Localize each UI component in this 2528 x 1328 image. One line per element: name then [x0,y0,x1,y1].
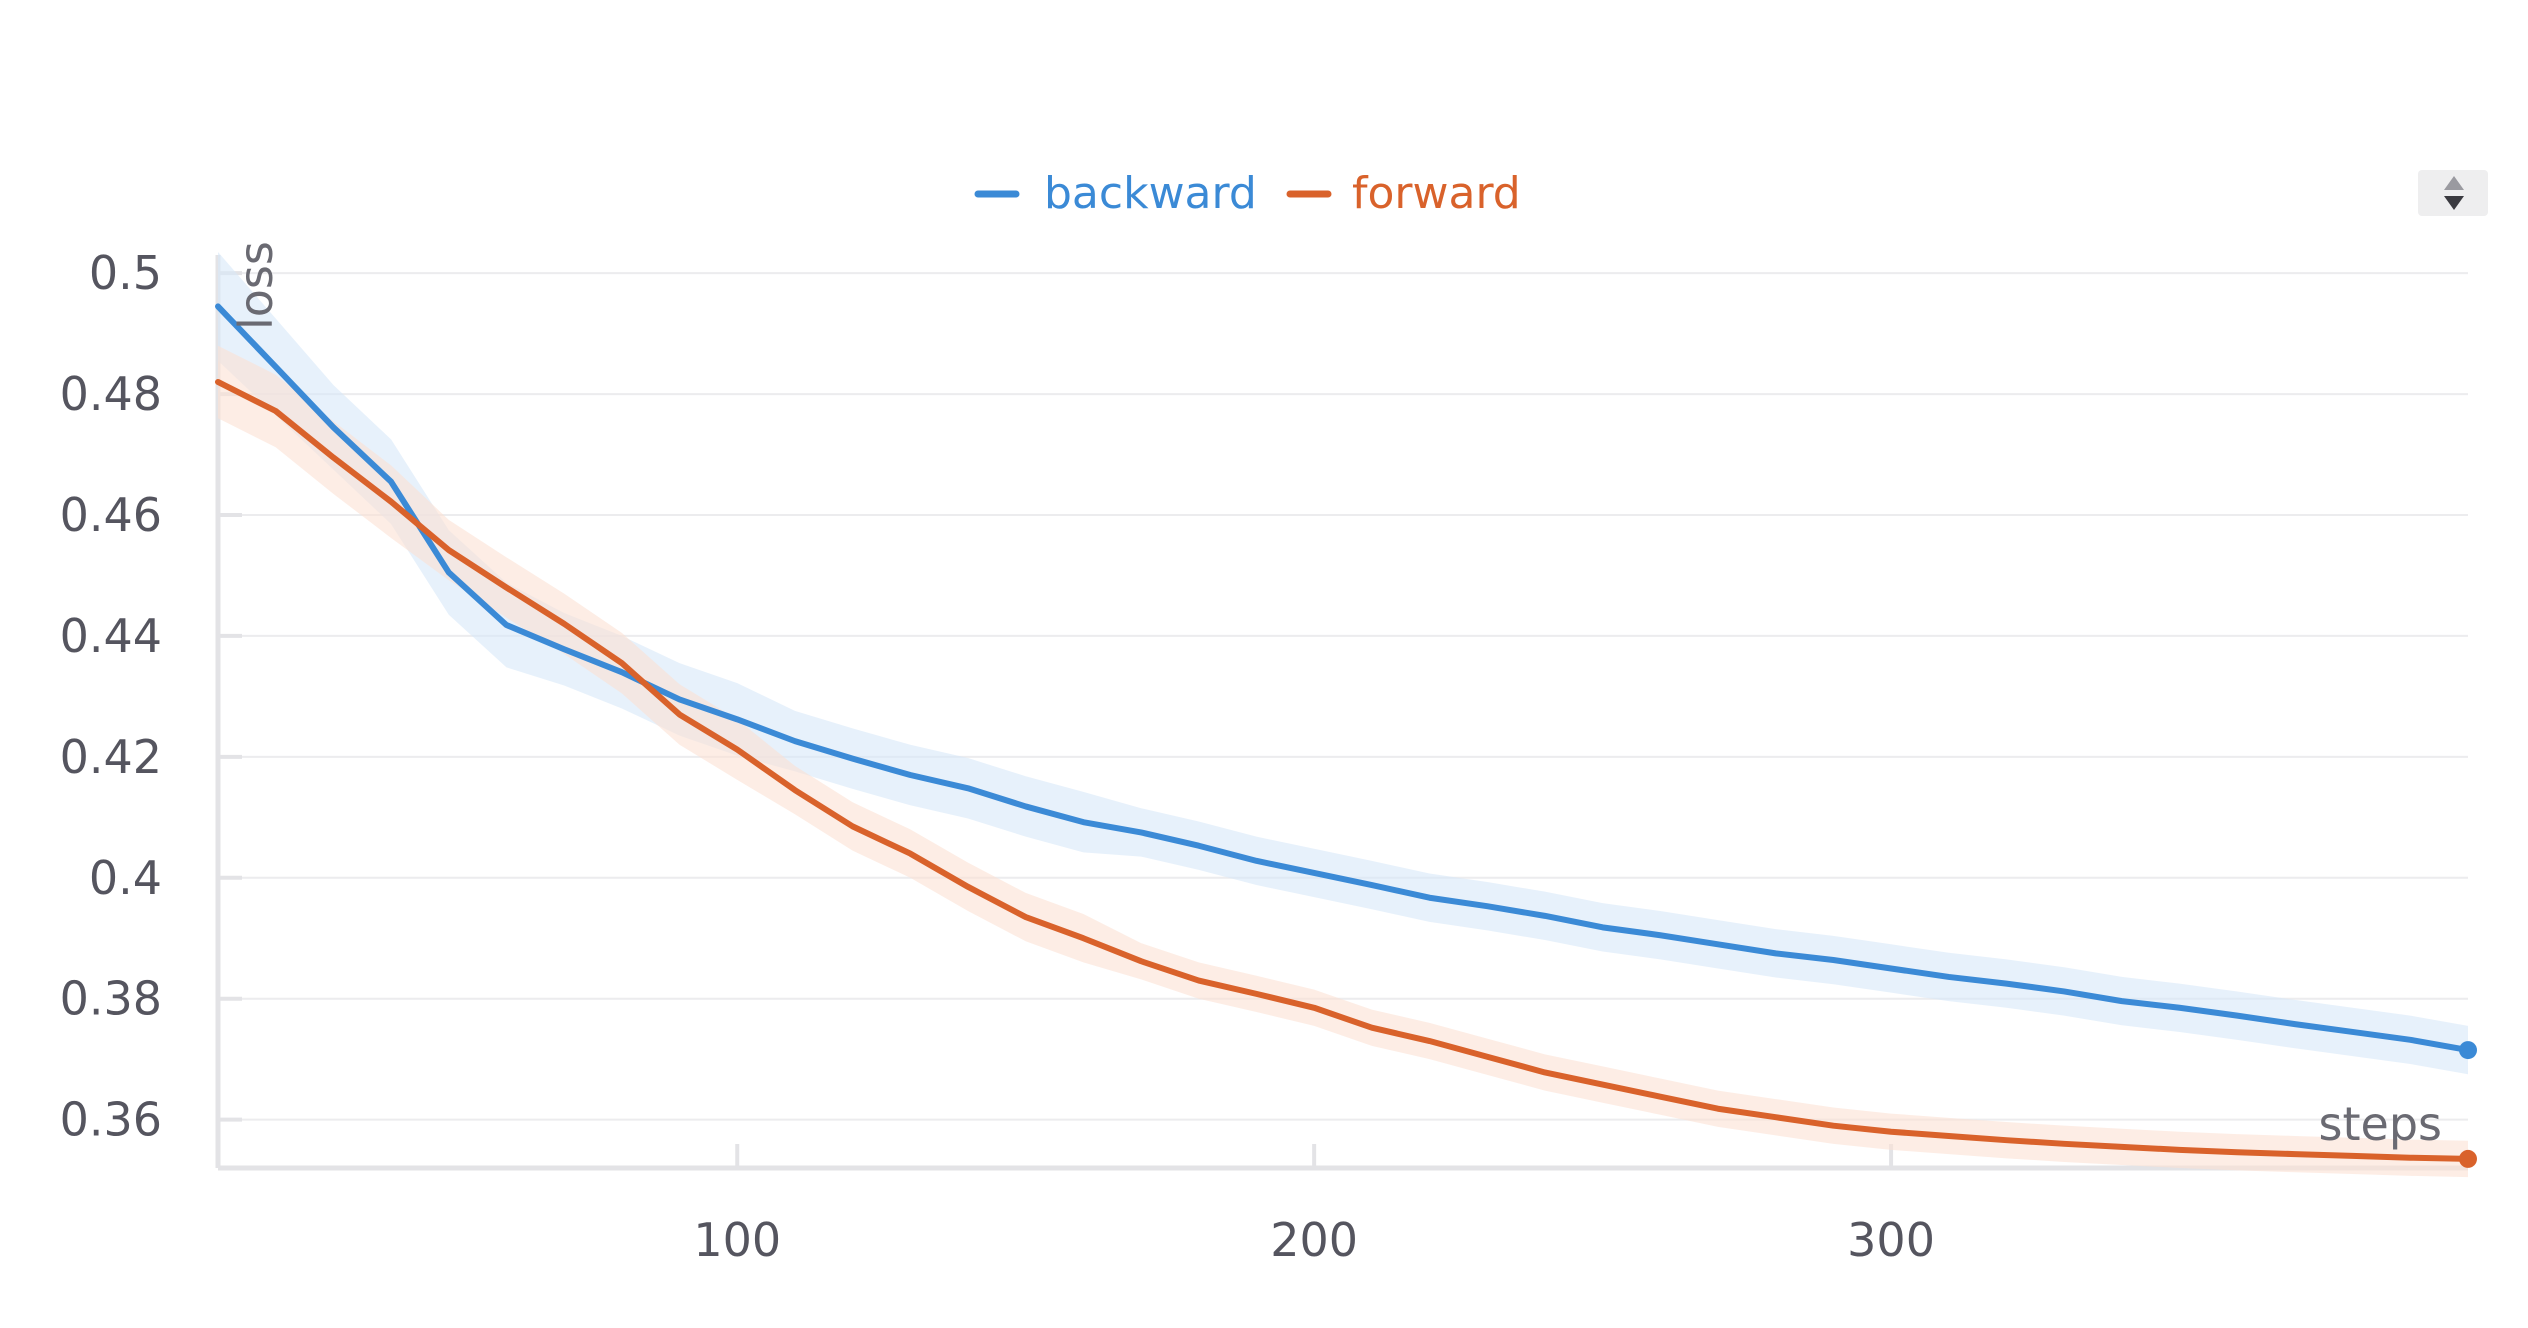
y-tick-labels: 0.36 0.38 0.4 0.42 0.44 0.46 0.48 0.5 [60,246,162,1146]
end-markers [2459,1041,2477,1168]
xtick-label-0: 100 [693,1213,781,1267]
ytick-label-7: 0.5 [89,246,162,300]
line-backward[interactable] [215,303,2471,1054]
arrow-up-icon[interactable] [2444,176,2464,190]
x-axis-title: steps [2319,1097,2442,1151]
ytick-label-5: 0.46 [60,488,162,542]
xtick-label-1: 200 [1270,1213,1358,1267]
end-point-backward[interactable] [2459,1041,2477,1060]
ytick-label-1: 0.38 [60,972,162,1026]
y-axis-title: loss [229,241,283,330]
x-tick-labels: 100 200 300 [693,1213,1935,1267]
legend-item-backward[interactable]: backward [974,168,1257,219]
ytick-label-6: 0.48 [60,367,162,421]
line-forward[interactable] [215,378,2471,1162]
legend-label-forward: forward [1352,168,1521,219]
confidence-bands [218,251,2468,1178]
arrow-down-icon[interactable] [2444,196,2464,210]
legend-label-backward: backward [1044,168,1257,219]
ytick-label-2: 0.4 [89,851,162,905]
series-lines [215,303,2471,1162]
ytick-label-0: 0.36 [60,1093,162,1147]
band-backward [218,251,2468,1075]
ytick-label-4: 0.44 [60,609,162,663]
ytick-label-3: 0.42 [60,730,162,784]
sort-arrows-icon[interactable] [2418,170,2488,216]
band-forward [218,345,2468,1178]
legend[interactable]: backward forward [974,168,1521,219]
legend-item-forward[interactable]: forward [1286,168,1521,219]
end-point-forward[interactable] [2459,1149,2477,1168]
xtick-label-2: 300 [1847,1213,1935,1267]
